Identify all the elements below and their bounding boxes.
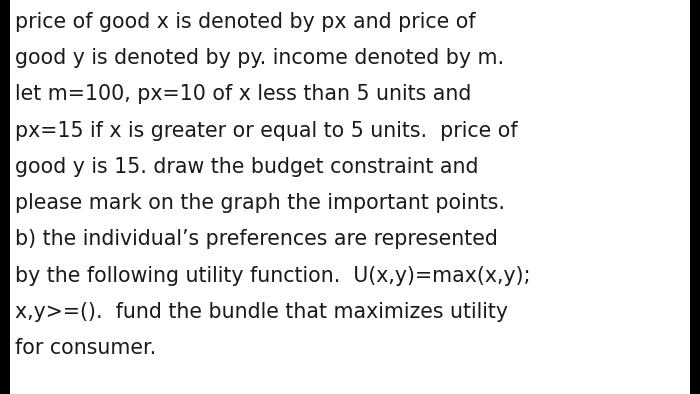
Bar — [0, 0, 10, 394]
Text: x,y>=().  fund the bundle that maximizes utility: x,y>=(). fund the bundle that maximizes … — [15, 302, 508, 322]
Text: for consumer.: for consumer. — [15, 338, 157, 358]
Text: let m=100, px=10 of x less than 5 units and: let m=100, px=10 of x less than 5 units … — [15, 84, 472, 104]
Bar — [690, 0, 700, 394]
Text: good y is denoted by py. income denoted by m.: good y is denoted by py. income denoted … — [15, 48, 505, 68]
Text: price of good x is denoted by px and price of: price of good x is denoted by px and pri… — [15, 12, 476, 32]
Text: good y is 15. draw the budget constraint and: good y is 15. draw the budget constraint… — [15, 157, 479, 177]
Text: by the following utility function.  U(x,y)=max(x,y);: by the following utility function. U(x,y… — [15, 266, 531, 286]
Text: please mark on the graph the important points.: please mark on the graph the important p… — [15, 193, 505, 213]
Text: b) the individual’s preferences are represented: b) the individual’s preferences are repr… — [15, 229, 498, 249]
Text: px=15 if x is greater or equal to 5 units.  price of: px=15 if x is greater or equal to 5 unit… — [15, 121, 518, 141]
